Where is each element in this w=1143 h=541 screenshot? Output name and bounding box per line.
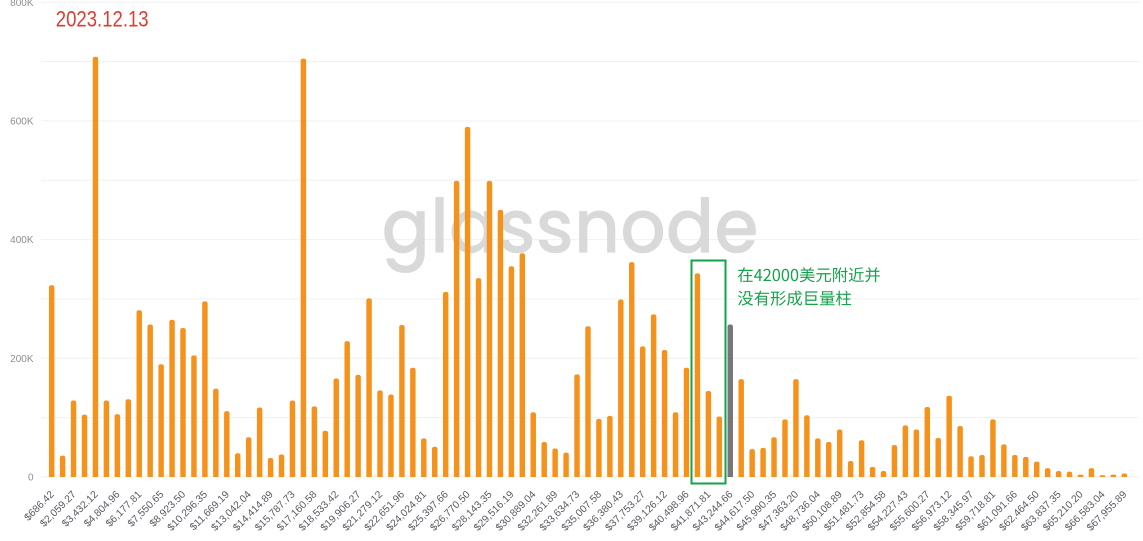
- svg-text:0: 0: [28, 473, 34, 484]
- svg-text:600K: 600K: [10, 117, 34, 128]
- svg-text:800K: 800K: [10, 0, 34, 9]
- svg-text:2023.12.13: 2023.12.13: [56, 6, 149, 31]
- svg-text:400K: 400K: [10, 235, 34, 246]
- svg-text:200K: 200K: [10, 354, 34, 365]
